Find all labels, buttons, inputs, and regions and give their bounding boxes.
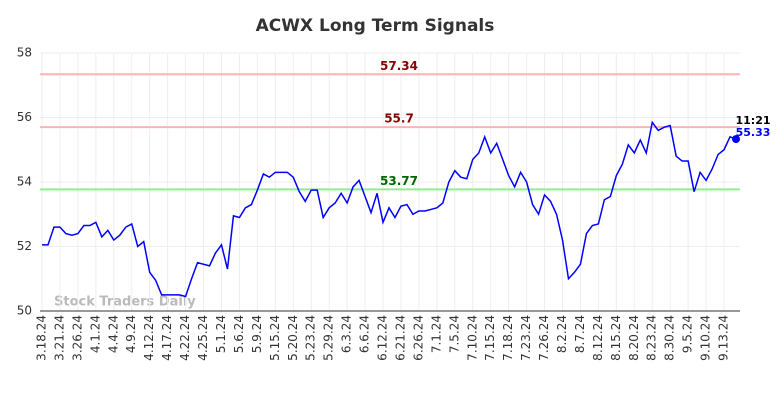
x-tick-label: 7.18.24: [501, 315, 515, 361]
y-tick-label: 52: [17, 239, 32, 253]
y-tick-label: 50: [17, 304, 32, 318]
last-time: 11:21: [735, 114, 770, 127]
x-tick-label: 9.13.24: [717, 315, 731, 361]
x-tick-label: 5.23.24: [304, 315, 318, 361]
x-tick-label: 4.17.24: [160, 315, 174, 361]
y-tick-label: 56: [17, 110, 32, 124]
x-tick-label: 4.12.24: [142, 315, 156, 361]
x-tick-label: 8.23.24: [645, 315, 659, 361]
x-tick-label: 4.9.24: [124, 315, 138, 353]
x-tick-label: 8.7.24: [573, 315, 587, 353]
x-tick-label: 7.5.24: [447, 315, 461, 353]
chart-title: ACWX Long Term Signals: [256, 16, 495, 36]
x-tick-label: 4.1.24: [88, 315, 102, 353]
x-tick-label: 5.1.24: [214, 315, 228, 353]
x-tick-label: 3.18.24: [35, 315, 49, 361]
price-line: [42, 120, 737, 298]
x-tick-label: 8.15.24: [609, 315, 623, 361]
signal-label: 57.34: [380, 59, 418, 73]
x-tick-label: 5.15.24: [268, 315, 282, 361]
x-tick-label: 6.21.24: [393, 315, 407, 361]
x-tick-label: 4.25.24: [196, 315, 210, 361]
x-tick-label: 9.5.24: [681, 315, 695, 353]
signal-label: 53.77: [380, 174, 418, 188]
x-tick-label: 3.21.24: [52, 315, 66, 361]
x-tick-label: 4.22.24: [178, 315, 192, 361]
x-tick-label: 6.3.24: [340, 315, 354, 353]
x-tick-label: 7.1.24: [429, 315, 443, 353]
x-tick-label: 5.9.24: [250, 315, 264, 353]
watermark: Stock Traders Daily: [54, 295, 196, 310]
x-tick-label: 6.26.24: [411, 315, 425, 361]
x-tick-label: 8.2.24: [555, 315, 569, 353]
x-tick-label: 7.10.24: [465, 315, 479, 361]
x-tick-label: 5.29.24: [322, 315, 336, 361]
last-point: [732, 135, 740, 144]
last-value: 55.33: [736, 126, 771, 139]
x-tick-label: 7.26.24: [537, 315, 551, 361]
x-tick-label: 7.15.24: [483, 315, 497, 361]
signal-label: 55.7: [384, 112, 414, 126]
x-tick-label: 8.12.24: [591, 315, 605, 361]
y-tick-label: 54: [17, 175, 32, 189]
x-tick-label: 9.10.24: [699, 315, 713, 361]
x-tick-label: 6.6.24: [358, 315, 372, 353]
x-tick-label: 8.20.24: [627, 315, 641, 361]
x-tick-label: 6.12.24: [376, 315, 390, 361]
x-tick-label: 7.23.24: [519, 315, 533, 361]
x-tick-label: 3.26.24: [70, 315, 84, 361]
y-tick-label: 58: [17, 46, 32, 60]
x-tick-label: 8.30.24: [663, 315, 677, 361]
x-tick-label: 4.4.24: [106, 315, 120, 353]
x-tick-label: 5.6.24: [232, 315, 246, 353]
x-tick-label: 5.20.24: [286, 315, 300, 361]
